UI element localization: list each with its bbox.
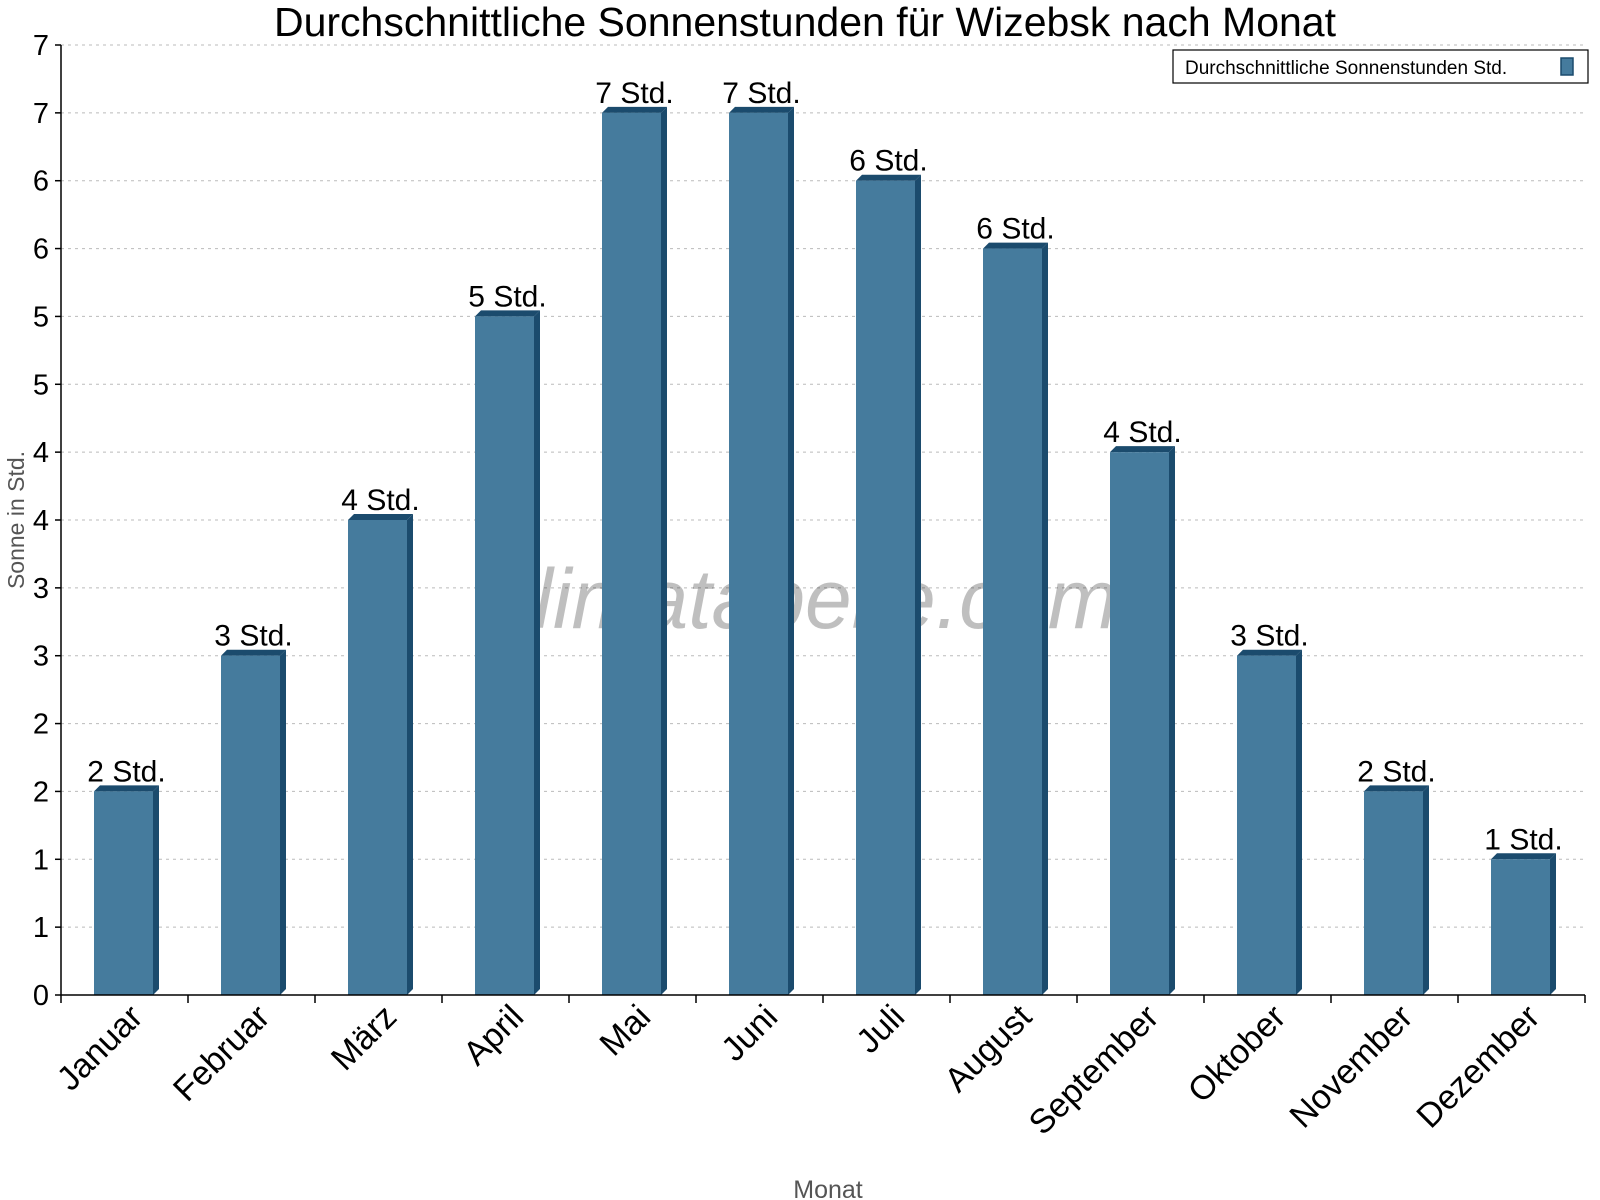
bar-top (602, 106, 667, 113)
data-label: 2 Std. (87, 755, 165, 788)
y-tick-label: 2 (33, 776, 49, 808)
y-tick-label: 5 (33, 301, 49, 333)
y-tick-label: 4 (33, 437, 49, 469)
y-tick-label: 4 (33, 505, 49, 537)
bar-side (788, 106, 794, 996)
data-label: 6 Std. (976, 213, 1054, 246)
bar-side (1042, 242, 1048, 996)
bar-top (983, 242, 1048, 249)
x-axis-label: Monat (793, 1176, 863, 1200)
y-tick-label: 7 (33, 30, 49, 62)
bar (1110, 452, 1169, 996)
bar-side (534, 310, 540, 995)
x-tick-label: Dezember (1409, 998, 1547, 1136)
bar-top (1364, 785, 1429, 792)
bar-side (1296, 649, 1302, 995)
data-label: 2 Std. (1357, 755, 1435, 788)
legend-swatch (1560, 57, 1574, 76)
x-tick-label: Oktober (1181, 998, 1293, 1110)
y-tick-label: 3 (33, 641, 49, 673)
data-label: 3 Std. (214, 620, 292, 653)
bar (1364, 791, 1423, 995)
bar-side (915, 174, 921, 995)
data-label: 7 Std. (595, 77, 673, 110)
x-tick-label: März (324, 998, 404, 1078)
data-label: 4 Std. (341, 484, 419, 517)
bar (94, 791, 153, 995)
bar-top (1237, 649, 1302, 656)
bar-oktober: 3 Std. (1230, 620, 1309, 995)
x-tick-label: Juli (849, 998, 912, 1061)
bar (983, 248, 1042, 996)
x-tick-label: April (456, 998, 531, 1073)
y-tick-label: 3 (33, 573, 49, 605)
bar-top (475, 310, 540, 317)
x-tick-label: November (1282, 998, 1420, 1136)
x-tick-label: Mai (593, 998, 659, 1064)
x-tick-label: August (937, 997, 1039, 1099)
bar-top (729, 106, 794, 113)
bar (221, 655, 280, 995)
bar (348, 520, 407, 995)
chart-title: Durchschnittliche Sonnenstunden für Wize… (274, 0, 1337, 45)
y-tick-label: 1 (33, 844, 49, 876)
bar-side (661, 106, 667, 996)
data-label: 3 Std. (1230, 620, 1308, 653)
y-tick-label: 2 (33, 709, 49, 741)
legend: Durchschnittliche Sonnenstunden Std. (1172, 49, 1589, 84)
bar-august: 6 Std. (976, 213, 1055, 996)
bar-side (1550, 853, 1556, 995)
bar-juni: 7 Std. (722, 77, 801, 996)
y-tick-label: 7 (33, 98, 49, 130)
data-label: 4 Std. (1103, 416, 1181, 449)
bar-april: 5 Std. (468, 280, 547, 995)
bar-dezember: 1 Std. (1484, 823, 1563, 995)
bar (1237, 655, 1296, 995)
y-tick-label: 6 (33, 234, 49, 266)
bar-side (407, 514, 413, 995)
bar-februar: 3 Std. (214, 620, 293, 995)
y-tick-label: 6 (33, 166, 49, 198)
bar-side (153, 785, 159, 995)
data-label: 7 Std. (722, 77, 800, 110)
bar-side (1423, 785, 1429, 995)
bar-juli: 6 Std. (849, 145, 928, 995)
bar-top (221, 649, 286, 656)
bar (475, 316, 534, 995)
y-tick-label: 5 (33, 369, 49, 401)
bar-november: 2 Std. (1357, 755, 1436, 995)
bar (729, 112, 788, 996)
bar (1491, 859, 1550, 995)
bar-top (1110, 446, 1175, 453)
x-tick-label: Februar (166, 998, 277, 1109)
bar-top (1491, 853, 1556, 860)
bar-märz: 4 Std. (341, 484, 420, 995)
y-tick-label: 0 (33, 980, 49, 1012)
bar-top (348, 514, 413, 520)
bar-top (94, 785, 159, 792)
data-label: 1 Std. (1484, 823, 1562, 856)
bar-side (1169, 446, 1175, 996)
grid-lines (61, 44, 1585, 928)
bar (602, 112, 661, 996)
bar-side (280, 649, 286, 995)
x-tick-label: Januar (50, 998, 150, 1098)
data-label: 6 Std. (849, 145, 927, 178)
legend-label: Durchschnittliche Sonnenstunden Std. (1185, 58, 1507, 79)
bar-top (856, 174, 921, 181)
bars: 2 Std. 3 Std. 4 Std. 5 Std. 7 Std. 7 Std. 6 St… (87, 77, 1563, 996)
bar-september: 4 Std. (1103, 416, 1182, 996)
y-tick-label: 1 (33, 912, 49, 944)
bar-mai: 7 Std. (595, 77, 674, 996)
bar (856, 180, 915, 995)
x-tick-label: September (1022, 998, 1166, 1142)
x-tick-label: Juni (714, 998, 785, 1069)
bar-januar: 2 Std. (87, 755, 166, 995)
y-axis-label: Sonne in Std. (3, 451, 29, 589)
data-label: 5 Std. (468, 280, 546, 313)
